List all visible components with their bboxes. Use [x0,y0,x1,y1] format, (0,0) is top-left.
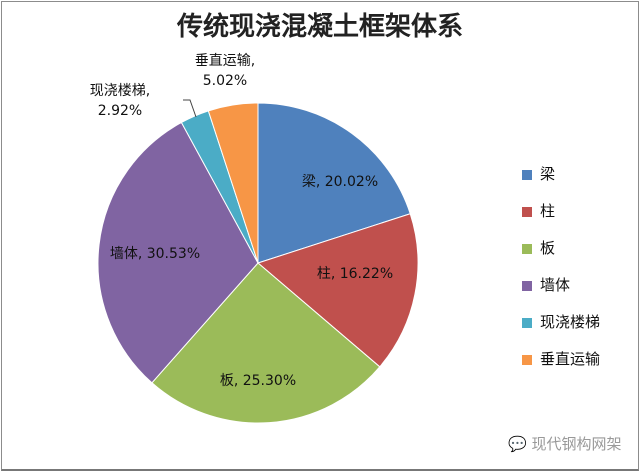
legend-label: 板 [540,239,556,257]
legend-label: 梁 [540,165,556,183]
pie-slice-1 [256,213,419,368]
legend-swatch [522,243,532,254]
leader-line [183,99,197,118]
legend-label: 墙体 [540,276,571,294]
pie-slice-5 [207,102,259,264]
data-label-2: 板, 25.30% [220,373,296,389]
legend-item: 墙体 [522,274,570,295]
legend-swatch [522,206,532,217]
legend-swatch [522,354,532,365]
data-label-0: 梁, 20.02% [302,174,378,190]
legend-swatch [522,280,532,291]
legend-label: 垂直运输 [540,350,601,368]
pie-slice-0 [257,102,411,264]
legend-item: 梁 [522,163,555,184]
legend-item: 垂直运输 [522,348,600,369]
legend-item: 柱 [522,200,555,221]
legend-label: 现浇楼梯 [540,313,601,331]
legend-swatch [522,317,532,328]
pie-slice-2 [151,262,381,424]
legend-item: 板 [522,237,555,258]
data-label-5: 垂直运输, 5.02% [195,52,255,89]
chart-title: 传统现浇混凝土框架体系 [176,12,463,42]
data-label-4: 现浇楼梯, 2.92% [90,83,150,119]
legend-swatch [522,169,532,180]
legend-item: 现浇楼梯 [522,311,600,332]
data-label-3: 墙体, 30.53% [110,246,200,262]
watermark: 💬 现代钢构网架 [508,435,622,453]
pie-slice-3 [97,121,259,384]
legend-label: 柱 [540,202,556,220]
data-label-1: 柱, 16.22% [317,266,393,282]
wechat-icon: 💬 [508,435,532,453]
